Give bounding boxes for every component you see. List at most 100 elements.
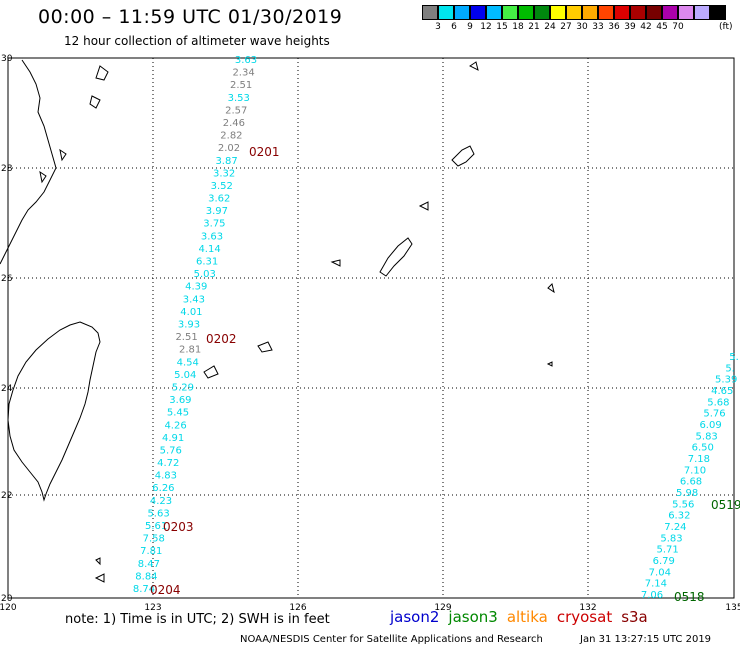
legend-swatch: [422, 5, 438, 20]
legend-swatch: [678, 5, 694, 20]
satellite-altika: altika: [506, 608, 548, 626]
swh-value: 6.68: [680, 477, 702, 488]
swh-value: 3.52: [211, 181, 233, 192]
legend-swatch: [486, 5, 502, 20]
swh-value: 3.63: [201, 231, 223, 242]
swh-value: 5.68: [707, 397, 729, 408]
swh-value: 7.10: [684, 465, 706, 476]
swh-value: 6.79: [653, 556, 675, 567]
legend-swatch: [534, 5, 550, 20]
longitude-label: 135: [725, 603, 740, 613]
swh-value: 4.72: [157, 458, 179, 469]
longitude-label: 123: [144, 603, 161, 613]
swh-value: 8.84: [135, 571, 157, 582]
satellite-legend: jason2 jason3 altika cryosat s3a: [390, 608, 657, 626]
swh-value: 2.57: [225, 105, 247, 116]
swh-value: 2.81: [179, 345, 201, 356]
swh-value: 6.31: [196, 257, 218, 268]
swh-value: 2.46: [223, 118, 245, 129]
legend-swatch: [646, 5, 662, 20]
pass-label: 0202: [206, 332, 237, 346]
okinawa-island: [379, 237, 413, 277]
legend-swatches: [422, 5, 726, 20]
swh-value: 3.97: [206, 206, 228, 217]
latitude-label: 28: [1, 164, 13, 174]
map-subtitle: 12 hour collection of altimeter wave hei…: [64, 34, 330, 48]
miyako-island: [257, 341, 273, 353]
legend-label: 36: [608, 22, 620, 32]
swh-value: 5.39: [715, 375, 737, 386]
legend-label: 21: [528, 22, 540, 32]
swh-value: 5.45: [167, 408, 189, 419]
graticule: [7, 57, 735, 599]
legend-swatch: [630, 5, 646, 20]
swh-value: 5.83: [696, 431, 718, 442]
ishigaki-island: [203, 365, 219, 379]
swh-value: 6.50: [692, 443, 714, 454]
legend-swatch: [566, 5, 582, 20]
swh-value: 7.14: [645, 579, 667, 590]
swh-value: 5.56: [672, 499, 694, 510]
taiwan-coastline: [7, 321, 101, 502]
swh-value: 8.47: [138, 559, 160, 570]
swh-value: 5.29: [172, 382, 194, 393]
swh-value: 5.03: [194, 269, 216, 280]
latitude-label: 24: [1, 384, 13, 394]
swh-value: 3.69: [169, 395, 191, 406]
swh-value: 3.63: [235, 55, 257, 66]
swh-value: 8.74: [133, 584, 155, 595]
swh-value: 2.34: [232, 68, 254, 79]
small-island-4: [469, 61, 555, 367]
china-coastline: [0, 59, 57, 265]
longitude-label: 120: [0, 603, 17, 613]
longitude-label: 126: [289, 603, 306, 613]
legend-label: 30: [576, 22, 588, 32]
swh-value: 2.02: [218, 143, 240, 154]
swh-value: 5.83: [660, 533, 682, 544]
swh-value: 6.09: [699, 420, 721, 431]
swh-value: 7.04: [649, 567, 671, 578]
swh-value: 3.93: [178, 320, 200, 331]
longitude-label: 132: [579, 603, 596, 613]
small-island-1: [418, 201, 429, 211]
swh-value: 3.87: [215, 156, 237, 167]
swh-value: 5.04: [174, 370, 196, 381]
pass-label: 0203: [163, 520, 194, 534]
swh-value: 4.01: [180, 307, 202, 318]
legend-label: 70: [672, 22, 684, 32]
color-legend: 70 45 42 39 36 33 30 27 24 21 18 15 12 9 6 3 (ft): [422, 5, 733, 32]
longitude-label: 129: [434, 603, 451, 613]
altimeter-tracks: 3.632.342.513.532.572.462.822.023.873.32…: [133, 55, 740, 604]
swh-value: 4.54: [177, 357, 199, 368]
legend-label: 3: [435, 22, 441, 32]
credit-text: NOAA/NESDIS Center for Satellite Applica…: [240, 634, 543, 645]
map-title: 00:00 – 11:59 UTC 01/30/2019: [38, 6, 343, 28]
swh-value: 6.26: [152, 483, 174, 494]
legend-swatch: [470, 5, 486, 20]
swh-value: 4.39: [185, 282, 207, 293]
legend-labels: 70 45 42 39 36 33 30 27 24 21 18 15 12 9 6 3 (ft): [422, 20, 732, 32]
coastlines: [0, 59, 555, 583]
latitude-label: 30: [1, 54, 13, 64]
legend-label: 9: [467, 22, 473, 32]
swh-value: 5.: [729, 352, 739, 363]
swh-value: 5.76: [160, 445, 182, 456]
swh-value: 7.58: [143, 534, 165, 545]
latitude-label: 22: [1, 491, 12, 501]
satellite-cryosat: cryosat: [556, 608, 613, 626]
legend-swatch: [598, 5, 614, 20]
swh-value: 4.23: [150, 496, 172, 507]
legend-label: 15: [496, 22, 508, 32]
small-island-2: [330, 259, 341, 267]
legend-unit: (ft): [719, 22, 733, 32]
swh-value: 3.53: [228, 93, 250, 104]
satellite-jason3: jason3: [448, 608, 498, 626]
china-coastline-islands: [39, 65, 109, 184]
legend-swatch: [518, 5, 534, 20]
swh-value: 5.61: [145, 521, 167, 532]
pass-label: 0518: [674, 590, 705, 604]
legend-label: 42: [640, 22, 652, 32]
swh-value: 5.76: [703, 409, 725, 420]
swh-value: 7.24: [664, 522, 686, 533]
latitude-label: 26: [1, 274, 13, 284]
